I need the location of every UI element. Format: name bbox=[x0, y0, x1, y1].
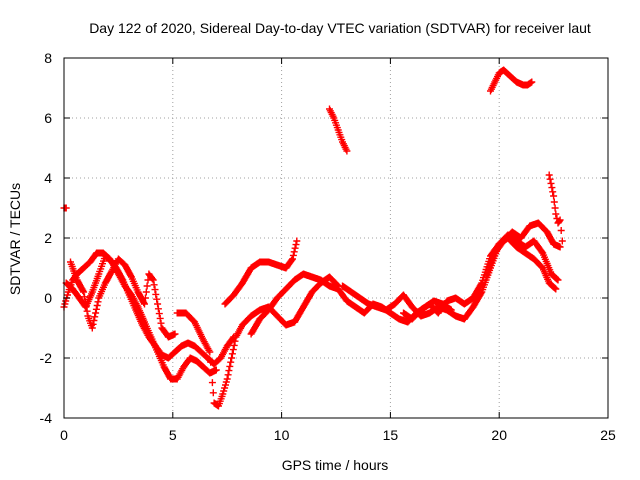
data-point-markers bbox=[482, 219, 564, 281]
x-tick-label: 5 bbox=[169, 427, 177, 443]
series-track-12 bbox=[545, 171, 566, 245]
y-tick-label: 6 bbox=[44, 110, 52, 126]
x-tick-label: 15 bbox=[383, 427, 399, 443]
x-tick-label: 25 bbox=[600, 427, 616, 443]
series-track-6 bbox=[221, 237, 301, 308]
series-track-11 bbox=[482, 219, 564, 281]
x-tick-label: 0 bbox=[60, 427, 68, 443]
data-point-markers bbox=[326, 105, 351, 155]
series-track-8 bbox=[326, 105, 351, 155]
data-point-markers bbox=[221, 237, 301, 308]
y-tick-label: -4 bbox=[40, 410, 53, 426]
series-track-13 bbox=[487, 66, 536, 95]
series-track-4 bbox=[67, 255, 179, 341]
y-tick-label: 4 bbox=[44, 170, 52, 186]
y-tick-label: 8 bbox=[44, 50, 52, 66]
x-tick-label: 10 bbox=[274, 427, 290, 443]
data-layer bbox=[60, 66, 566, 410]
ticks: 0 5 10 15 20 25 -4 -2 0 2 4 6 8 bbox=[40, 50, 616, 443]
x-axis-title: GPS time / hours bbox=[282, 457, 389, 473]
data-point-markers bbox=[67, 255, 179, 341]
data-point-markers bbox=[545, 171, 566, 245]
y-tick-label: 2 bbox=[44, 230, 52, 246]
data-point-markers bbox=[487, 66, 536, 95]
y-axis-title: SDTVAR / TECUs bbox=[7, 183, 23, 295]
y-tick-label: -2 bbox=[40, 350, 53, 366]
x-tick-label: 20 bbox=[491, 427, 507, 443]
chart-title: Day 122 of 2020, Sidereal Day-to-day VTE… bbox=[89, 20, 591, 36]
y-tick-label: 0 bbox=[44, 290, 52, 306]
